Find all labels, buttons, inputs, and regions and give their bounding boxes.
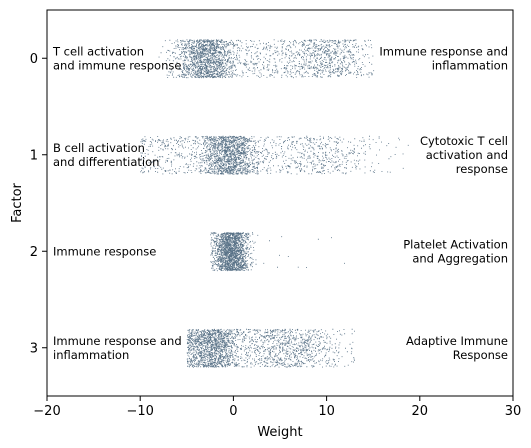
- y-axis: 0 1 2 3: [30, 52, 47, 356]
- factor-1-right-label: Cytotoxic T cell activation and response: [420, 134, 508, 176]
- factor-2-points: [210, 232, 345, 272]
- factor-1-points: [140, 135, 409, 175]
- y-tick-label: 3: [30, 341, 38, 356]
- x-tick-label: 30: [505, 404, 522, 419]
- factor-3-left-label: Immune response and inflammation: [53, 334, 182, 362]
- x-tick-label: 20: [412, 404, 429, 419]
- factor-3-points: [186, 328, 355, 368]
- x-axis: −20 −10 0 10 20 30: [33, 396, 521, 419]
- factor-2-left-label: Immune response: [53, 244, 156, 258]
- annotation-layer: T cell activation and immune response Immu…: [52, 44, 508, 362]
- y-tick-label: 0: [30, 52, 38, 67]
- y-axis-title: Factor: [10, 182, 25, 222]
- y-tick-label: 1: [30, 148, 38, 163]
- factor-0-points: [158, 39, 375, 79]
- y-tick-label: 2: [30, 245, 38, 260]
- factor-3-right-label: Adaptive Immune Response: [406, 334, 508, 362]
- x-tick-label: −10: [126, 404, 153, 419]
- x-tick-label: −20: [33, 404, 60, 419]
- x-tick-label: 0: [229, 404, 237, 419]
- x-axis-title: Weight: [257, 425, 302, 440]
- factor-0-left-label: T cell activation and immune response: [52, 44, 181, 72]
- factor-0-right-label: Immune response and inflammation: [379, 44, 508, 72]
- points-layer: [140, 39, 409, 368]
- factor-2-right-label: Platelet Activation and Aggregation: [403, 237, 508, 265]
- x-tick-label: 10: [318, 404, 335, 419]
- plot-frame: [46, 9, 514, 397]
- factor-1-left-label: B cell activation and differentiation: [53, 141, 159, 169]
